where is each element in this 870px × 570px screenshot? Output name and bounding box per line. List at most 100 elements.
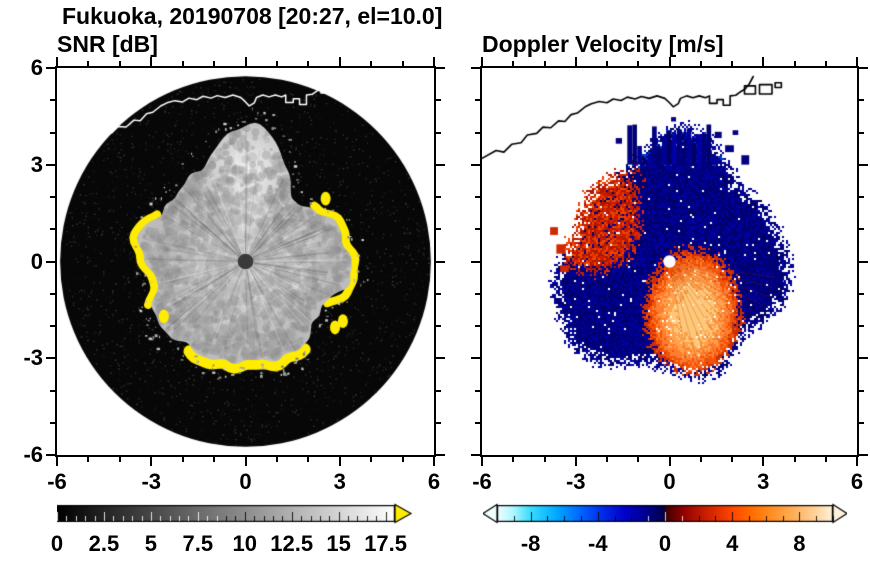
axis-tick: [436, 163, 445, 166]
axis-tick: [859, 196, 864, 198]
snr-colorbar-label: 2.5: [88, 531, 120, 556]
axis-tick: [46, 163, 55, 166]
axis-tick: [46, 260, 55, 263]
axis-tick: [731, 457, 733, 462]
axis-tick: [436, 196, 441, 198]
doppler-x-tick-label: -3: [565, 469, 586, 494]
snr-x-tick-label: 6: [427, 469, 441, 494]
snr-plot-frame: [55, 66, 436, 457]
axis-tick: [762, 457, 765, 466]
snr-y-tick-label: 0: [30, 248, 43, 274]
axis-tick: [181, 457, 184, 462]
axis-tick: [370, 457, 373, 462]
axis-tick: [244, 57, 247, 66]
doppler-x-tick-label: 6: [850, 469, 864, 494]
doppler-x-tick-label: 0: [663, 469, 676, 494]
snr-colorbar-label: 7.5: [182, 531, 214, 556]
axis-tick: [46, 454, 55, 456]
axis-tick: [150, 57, 153, 66]
axis-tick: [436, 131, 441, 134]
snr-colorbar-label: 0: [50, 531, 64, 556]
axis-tick: [56, 57, 58, 66]
axis-tick: [543, 457, 546, 462]
axis-tick: [859, 163, 868, 166]
snr-colorbar-label: 15: [326, 531, 351, 556]
axis-tick: [856, 57, 858, 66]
axis-tick: [512, 457, 515, 462]
axis-tick: [762, 57, 765, 66]
axis-tick: [859, 454, 868, 456]
snr-y-tick-label: 6: [30, 55, 43, 80]
axis-tick: [859, 99, 864, 102]
doppler-x-tick-label: 3: [757, 469, 770, 494]
snr-x-tick-label: -6: [47, 469, 67, 494]
axis-tick: [793, 457, 796, 462]
axis-tick: [668, 57, 671, 66]
axis-tick: [118, 457, 121, 462]
figure-title: Fukuoka, 20190708 [20:27, el=10.0]: [62, 3, 443, 29]
doppler-colorbar-label: 8: [793, 531, 806, 556]
axis-tick: [307, 457, 310, 462]
axis-tick: [436, 228, 441, 231]
axis-tick: [859, 67, 868, 69]
axis-tick: [856, 457, 858, 466]
snr-x-tick-label: 3: [333, 469, 346, 494]
doppler-x-tick-label: -6: [472, 469, 492, 494]
snr-colorbar-label: 17.5: [364, 531, 408, 556]
axis-tick: [436, 325, 441, 327]
axis-tick: [637, 457, 640, 462]
snr-x-tick-label: 0: [239, 469, 252, 494]
snr-y-tick-label: -3: [23, 345, 43, 371]
axis-tick: [574, 57, 577, 66]
axis-tick: [471, 357, 480, 360]
axis-tick: [436, 389, 441, 392]
snr-colorbar-label: 10: [232, 531, 257, 556]
doppler-colorbar-canvas: [483, 503, 847, 525]
snr-colorbar-label: 5: [144, 531, 157, 556]
axis-tick: [436, 421, 441, 424]
snr-y-tick-label: -6: [23, 442, 43, 467]
doppler-colorbar-label: 4: [726, 531, 739, 556]
axis-tick: [699, 457, 702, 462]
doppler-plot-frame: [480, 66, 859, 457]
axis-tick: [859, 325, 864, 327]
axis-tick: [244, 457, 247, 466]
axis-tick: [859, 131, 864, 134]
doppler-panel-title: Doppler Velocity [m/s]: [482, 31, 724, 57]
axis-tick: [338, 57, 341, 66]
axis-tick: [433, 57, 435, 66]
axis-tick: [859, 389, 864, 392]
axis-tick: [56, 457, 58, 466]
axis-tick: [433, 457, 435, 466]
axis-tick: [471, 260, 480, 263]
axis-tick: [150, 457, 153, 466]
axis-tick: [87, 457, 90, 462]
snr-colorbar-canvas: [57, 503, 419, 525]
axis-tick: [824, 457, 827, 462]
axis-tick: [471, 163, 480, 166]
axis-tick: [46, 357, 55, 360]
axis-tick: [471, 67, 480, 69]
axis-tick: [859, 228, 864, 231]
axis-tick: [859, 421, 864, 424]
snr-panel-title: SNR [dB]: [57, 31, 158, 57]
snr-y-tick-label: 3: [30, 151, 43, 177]
axis-tick: [436, 454, 445, 456]
axis-tick: [436, 357, 445, 360]
axis-tick: [668, 457, 671, 466]
axis-tick: [436, 260, 445, 263]
doppler-heatmap-canvas: [482, 68, 857, 455]
axis-tick: [213, 457, 216, 462]
snr-heatmap-canvas: [57, 68, 434, 455]
axis-tick: [46, 67, 55, 69]
axis-tick: [481, 457, 483, 466]
snr-colorbar-label: 12.5: [270, 531, 314, 556]
doppler-colorbar-label: 0: [658, 531, 672, 556]
axis-tick: [859, 357, 868, 360]
axis-tick: [401, 457, 404, 462]
axis-tick: [481, 57, 483, 66]
doppler-colorbar-label: -4: [588, 531, 608, 556]
axis-tick: [436, 292, 441, 295]
axis-tick: [859, 292, 864, 295]
